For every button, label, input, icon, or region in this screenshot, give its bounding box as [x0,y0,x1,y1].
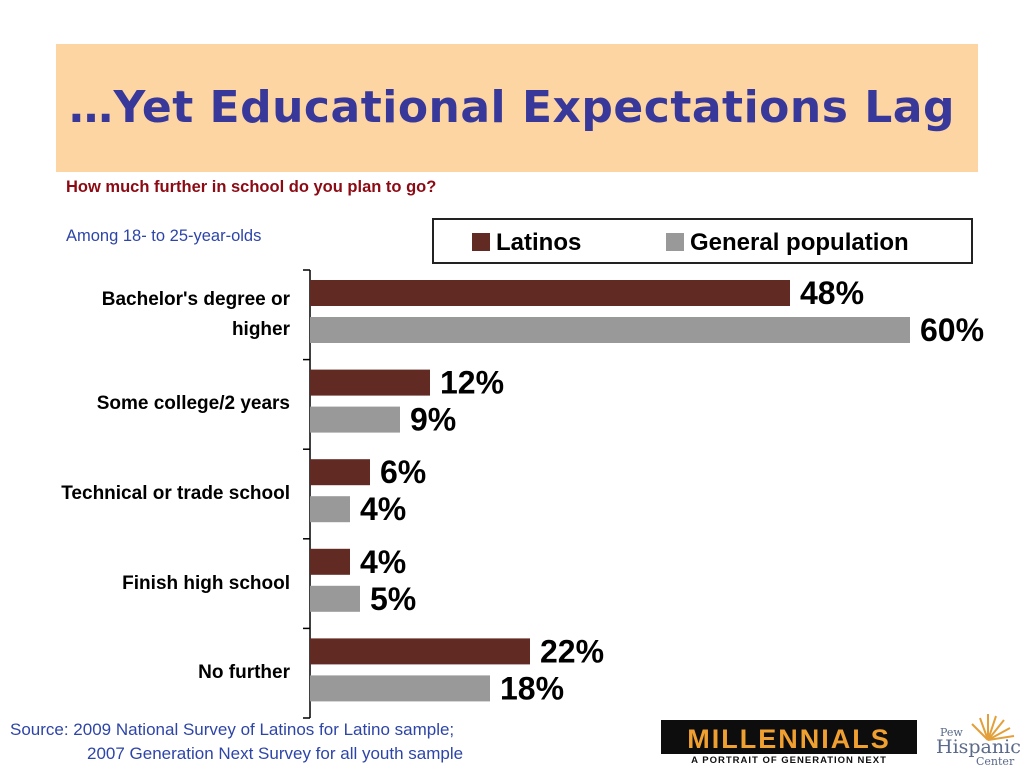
category-label: Bachelor's degree or higher [101,288,290,340]
data-label: 60% [920,312,984,348]
bar-latinos [310,369,430,396]
sunburst-icon [971,714,1015,741]
data-label: 5% [370,581,416,617]
bar-general-population [310,496,350,523]
pew-hispanic-center-logo: Pew Hispanic Center [930,710,1024,768]
data-label: 9% [410,402,456,438]
data-label: 12% [440,365,504,401]
data-label: 18% [500,670,564,706]
legend: Latinos General population [432,218,973,264]
millennials-logo-word: MILLENNIALS [687,724,891,754]
bar-general-population [310,585,360,612]
bar-latinos [310,638,530,665]
source-note: Source: 2009 National Survey of Latinos … [10,718,463,766]
bar-general-population [310,317,910,343]
millennials-logo-tagline: A PORTRAIT OF GENERATION NEXT [661,754,917,768]
pew-logo-hispanic: Hispanic [936,736,1021,758]
data-label: 4% [360,544,406,580]
legend-label-general-population: General population [690,229,909,256]
bar-latinos [310,280,790,306]
source-line-1: Source: 2009 National Survey of Latinos … [10,720,455,739]
millennials-logo: MILLENNIALS A PORTRAIT OF GENERATION NEX… [661,720,917,768]
legend-swatch-general-population [666,233,684,251]
pew-logo-pew: Pew [940,726,963,739]
category-label: Finish high school [122,572,290,594]
category-label: No further [198,662,290,684]
legend-item-general-population: General population [666,229,909,257]
pew-logo-center: Center [976,755,1015,768]
legend-swatch-latinos [472,233,490,251]
data-label: 22% [540,633,604,669]
bar-general-population [310,675,490,702]
title-band [56,44,978,172]
chart-subhead: Among 18- to 25-year-olds [66,227,262,245]
data-label: 4% [360,491,406,527]
source-line-2: 2007 Generation Next Survey for all yout… [87,744,464,763]
chart-question: How much further in school do you plan t… [66,178,437,196]
category-label: Some college/2 years [96,393,290,415]
legend-label-latinos: Latinos [496,229,582,256]
slide-title: …Yet Educational Expectations Lag [69,82,955,133]
bar-general-population [310,406,400,433]
data-label: 6% [380,454,426,490]
data-label: 48% [800,275,864,311]
bar-latinos [310,459,370,486]
category-label: Technical or trade school [61,483,290,504]
legend-item-latinos: Latinos [472,229,581,257]
bar-latinos [310,548,350,575]
